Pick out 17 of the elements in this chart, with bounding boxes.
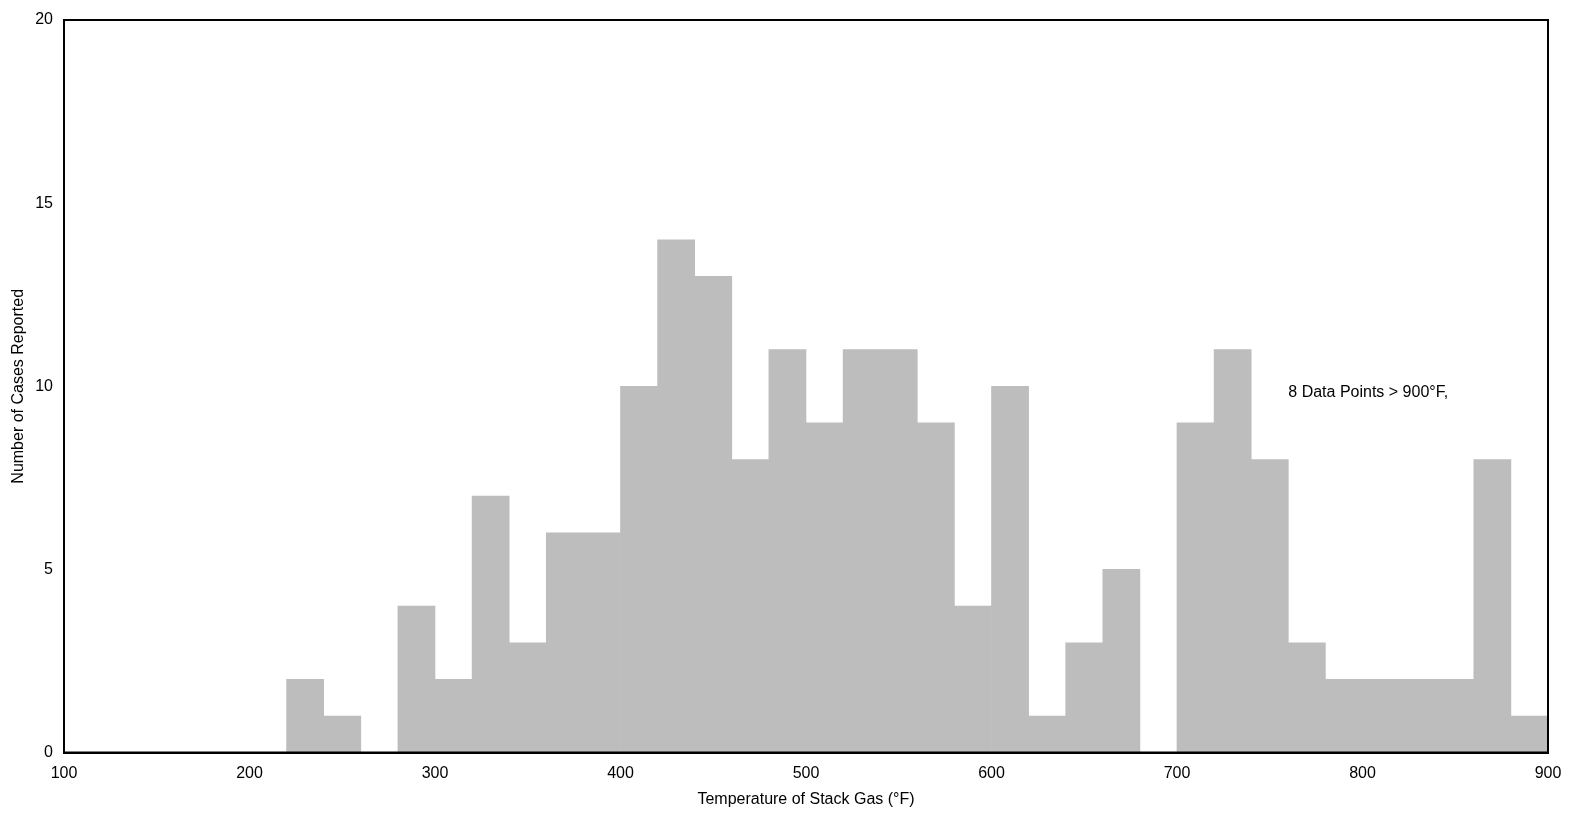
y-tick-label: 5 bbox=[44, 559, 54, 577]
x-tick-label: 900 bbox=[1534, 763, 1562, 781]
x-tick-label: 700 bbox=[1163, 763, 1191, 781]
x-tick-label: 500 bbox=[792, 763, 820, 781]
y-tick-label: 0 bbox=[44, 743, 54, 761]
annotation: 8 Data Points > 900°F, bbox=[1288, 382, 1449, 400]
y-tick-label: 15 bbox=[35, 193, 54, 211]
y-tick-label: 20 bbox=[35, 10, 54, 28]
x-tick-label: 800 bbox=[1349, 763, 1376, 781]
x-tick-label: 300 bbox=[421, 763, 449, 781]
x-axis-title: Temperature of Stack Gas (°F) bbox=[697, 789, 915, 807]
x-tick-label: 600 bbox=[978, 763, 1005, 781]
x-tick-label: 200 bbox=[236, 763, 263, 781]
y-axis-title: Number of Cases Reported bbox=[9, 288, 27, 484]
x-tick-label: 100 bbox=[50, 763, 78, 781]
y-tick-label: 10 bbox=[35, 376, 54, 394]
x-tick-label: 400 bbox=[607, 763, 634, 781]
